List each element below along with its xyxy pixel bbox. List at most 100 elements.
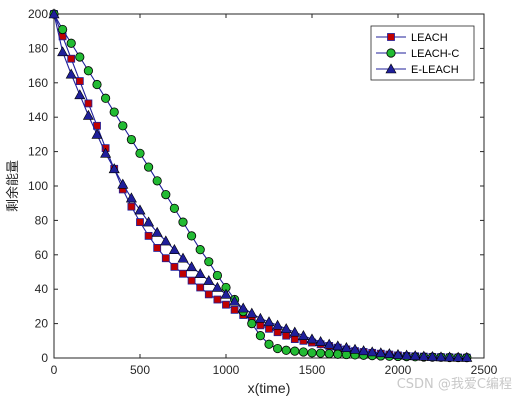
y-tick-label: 80 — [35, 213, 49, 227]
data-point — [144, 231, 153, 240]
data-point — [161, 190, 171, 200]
x-tick-label: 500 — [130, 363, 150, 377]
data-point — [265, 324, 273, 333]
legend-label: E-LEACH — [411, 64, 459, 76]
data-point — [57, 46, 69, 57]
data-point — [315, 348, 326, 358]
data-point — [435, 351, 447, 362]
data-point — [75, 77, 84, 85]
series-e-leach — [48, 8, 473, 362]
data-point — [169, 203, 179, 213]
data-point — [254, 312, 266, 323]
data-point — [144, 162, 154, 172]
y-axis-label: 剩余能量 — [5, 160, 21, 212]
data-point — [246, 307, 258, 318]
series-group — [48, 8, 473, 363]
data-point — [101, 93, 111, 103]
data-point — [82, 109, 94, 120]
watermark: CSDN @我爱C编程 — [397, 377, 512, 392]
data-point — [195, 245, 205, 255]
data-point — [297, 330, 309, 340]
data-point — [117, 178, 129, 189]
x-tick-label: 1000 — [213, 363, 240, 377]
data-point — [168, 244, 180, 254]
data-point — [281, 345, 291, 355]
data-point — [67, 54, 76, 63]
legend-item: LEACH — [376, 32, 448, 44]
data-point — [383, 348, 395, 359]
data-point — [237, 302, 249, 313]
data-point — [84, 99, 93, 108]
data-point — [289, 326, 301, 337]
data-point — [315, 336, 327, 346]
data-point — [306, 333, 318, 344]
data-point — [392, 348, 404, 359]
y-tick-label: 120 — [28, 145, 48, 159]
data-point — [298, 347, 308, 357]
data-point — [290, 346, 300, 356]
data-point — [229, 295, 241, 306]
data-point — [75, 52, 85, 62]
data-point — [196, 283, 205, 292]
x-ticks: 0 500 1000 1500 2000 2500 — [51, 14, 498, 377]
y-tick-label: 140 — [28, 110, 48, 124]
data-point — [178, 217, 188, 227]
data-point — [461, 351, 473, 362]
data-point — [187, 231, 197, 241]
data-point — [170, 262, 179, 271]
data-point — [263, 316, 275, 327]
data-point — [333, 349, 343, 359]
data-point — [143, 216, 155, 227]
data-point — [366, 346, 378, 357]
legend-item: LEACH-C — [376, 48, 459, 60]
data-point — [444, 351, 456, 362]
data-point — [125, 192, 137, 203]
data-point — [109, 107, 119, 117]
data-point — [151, 226, 163, 237]
x-tick-label: 1500 — [299, 363, 326, 377]
data-point — [280, 323, 292, 334]
data-point — [177, 252, 189, 263]
data-point — [136, 218, 144, 227]
data-point — [126, 134, 136, 145]
data-point — [426, 351, 438, 361]
data-point — [74, 89, 86, 100]
legend-marker — [387, 33, 395, 41]
data-point — [179, 269, 187, 278]
y-tick-label: 20 — [35, 317, 49, 331]
data-point — [108, 163, 120, 174]
data-point — [48, 8, 60, 19]
data-point — [204, 290, 213, 299]
legend: LEACH LEACH-C E-LEACH — [370, 25, 475, 81]
x-tick-label: 2500 — [471, 363, 498, 377]
data-point — [375, 347, 387, 358]
data-point — [213, 295, 222, 304]
legend-item: E-LEACH — [376, 63, 459, 76]
data-point — [212, 270, 222, 281]
data-point — [118, 121, 128, 131]
data-point — [290, 335, 299, 343]
data-point — [255, 331, 265, 341]
data-point — [340, 342, 352, 352]
data-point — [83, 66, 94, 76]
legend-marker — [386, 48, 396, 58]
data-point — [186, 261, 198, 272]
data-point — [282, 331, 291, 340]
data-point — [161, 254, 170, 263]
data-point — [91, 128, 103, 139]
data-point — [135, 148, 145, 158]
data-point — [401, 349, 413, 360]
data-point — [211, 281, 223, 292]
data-point — [57, 24, 68, 35]
data-point — [418, 350, 430, 361]
data-point — [324, 349, 334, 359]
data-point — [152, 176, 162, 186]
data-point — [92, 79, 102, 90]
data-point — [272, 343, 283, 354]
data-point — [256, 321, 265, 330]
data-point — [194, 268, 206, 279]
data-point — [349, 343, 361, 354]
data-point — [220, 288, 232, 299]
y-tick-label: 200 — [28, 7, 48, 21]
